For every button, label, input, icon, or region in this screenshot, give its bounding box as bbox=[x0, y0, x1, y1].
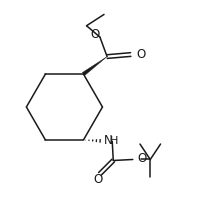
Text: H: H bbox=[109, 136, 118, 146]
Text: O: O bbox=[93, 172, 102, 186]
Text: O: O bbox=[137, 152, 146, 165]
Polygon shape bbox=[82, 56, 107, 76]
Text: N: N bbox=[103, 134, 112, 147]
Text: O: O bbox=[135, 48, 144, 61]
Text: O: O bbox=[90, 28, 99, 42]
